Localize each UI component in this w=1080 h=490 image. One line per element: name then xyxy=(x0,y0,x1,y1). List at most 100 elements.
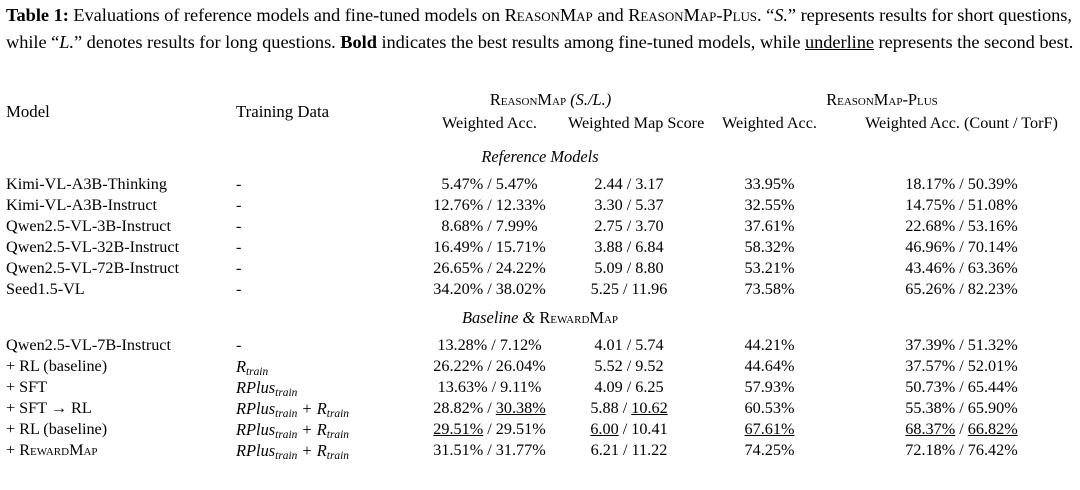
row-plus-count-torf: 37.57% / 52.01% xyxy=(905,357,1018,375)
table-row: Kimi-VL-A3B-Thinking - 5.47% / 5.47% 2.4… xyxy=(6,174,1074,195)
row-map-score: 5.09 / 8.80 xyxy=(594,259,664,277)
table-row: + RewardMap RPlustrain + Rtrain 31.51% /… xyxy=(6,440,1074,462)
row-training-data: RPlustrain + Rtrain xyxy=(236,398,411,420)
caption-label: Table 1: xyxy=(6,5,69,25)
group-header-reasonmap-label: ReasonMap xyxy=(489,89,567,109)
caption-benchmark-reasonmap-plus: ReasonMap-Plus xyxy=(628,5,757,25)
row-map-score: 2.44 / 3.17 xyxy=(594,175,664,193)
training-data-math: RPlustrain + Rtrain xyxy=(236,419,349,441)
row-weighted-acc-long: 30.38% xyxy=(495,399,546,417)
row-weighted-acc: 5.47% / 5.47% xyxy=(441,175,538,193)
row-plus-acc: 44.21% xyxy=(744,336,795,354)
row-training-data: - xyxy=(236,336,242,354)
row-plus-count-torf: 37.39% / 51.32% xyxy=(905,336,1018,354)
caption-symbol-short: S. xyxy=(774,5,788,25)
row-plus-acc: 33.95% xyxy=(744,175,795,193)
group-header-reasonmap-suffix: (S./L.) xyxy=(570,89,612,109)
caption-text-7: represents the second best. xyxy=(874,31,1074,52)
row-map-score: 5.88 / 10.62 xyxy=(568,398,690,419)
row-plus-acc-value: 67.61% xyxy=(744,420,795,438)
row-weighted-acc: 26.22% / 26.04% xyxy=(433,357,546,375)
row-training-data: RPlustrain + Rtrain xyxy=(236,419,411,441)
table-row: + SFT RPlustrain 13.63% / 9.11% 4.09 / 6… xyxy=(6,377,1074,399)
row-weighted-acc: 34.20% / 38.02% xyxy=(433,280,546,298)
row-model-name: + SFT → RL xyxy=(6,399,92,417)
row-plus-acc: 74.25% xyxy=(744,441,795,459)
column-header-plus-count-torf: Weighted Acc. (Count / TorF) xyxy=(865,114,1058,132)
section-title-baseline-word: Baseline xyxy=(461,307,519,327)
row-plus-count-sep: / xyxy=(955,420,968,438)
row-map-score-short: 5.88 / xyxy=(590,399,632,417)
row-training-data: - xyxy=(236,217,242,235)
row-plus-acc: 67.61% xyxy=(690,419,849,440)
table-row: + RL (baseline) Rtrain 26.22% / 26.04% 5… xyxy=(6,356,1074,378)
row-plus-count-torf: 18.17% / 50.39% xyxy=(905,175,1018,193)
table-header-row-1: Model Training Data ReasonMap (S./L.) Re… xyxy=(6,88,1074,122)
row-plus-count-torf: 55.38% / 65.90% xyxy=(905,399,1018,417)
row-model-name: Qwen2.5-VL-72B-Instruct xyxy=(6,259,180,277)
table-row: + SFT → RL RPlustrain + Rtrain 28.82% / … xyxy=(6,398,1074,420)
training-data-math: RPlustrain + Rtrain xyxy=(236,398,349,420)
row-plus-count-torf: 65.26% / 82.23% xyxy=(905,280,1018,298)
caption-text-6: indicates the best results among fine-tu… xyxy=(376,31,805,52)
row-training-data: - xyxy=(236,280,242,298)
column-header-weighted-acc: Weighted Acc. xyxy=(442,114,537,132)
section-title-rewardmap-word: RewardMap xyxy=(539,307,619,327)
row-weighted-acc: 28.82% / 30.38% xyxy=(411,398,568,419)
row-model-prefix: + xyxy=(6,441,20,459)
row-plus-count-torf: 14.75% / 51.08% xyxy=(905,196,1018,214)
row-model-name: Qwen2.5-VL-7B-Instruct xyxy=(6,336,171,354)
row-training-data: - xyxy=(236,238,242,256)
row-weighted-acc: 8.68% / 7.99% xyxy=(441,217,538,235)
row-plus-count-torf: 46.96% / 70.14% xyxy=(905,238,1018,256)
row-weighted-acc: 29.51% / 29.51% xyxy=(411,419,568,440)
row-plus-count-torf: 50.73% / 65.44% xyxy=(905,378,1018,396)
section-title-baseline-rewardmap: Baseline & RewardMap xyxy=(6,300,1074,335)
table-row: Qwen2.5-VL-7B-Instruct - 13.28% / 7.12% … xyxy=(6,335,1074,356)
caption-text-3: . “ xyxy=(757,5,775,25)
row-model-name: Qwen2.5-VL-32B-Instruct xyxy=(6,238,180,256)
section-title-reference-models: Reference Models xyxy=(481,146,599,166)
row-weighted-acc: 26.65% / 24.22% xyxy=(433,259,546,277)
row-weighted-acc: 13.63% / 9.11% xyxy=(437,378,542,396)
column-group-header-reasonmap: ReasonMap (S./L.) xyxy=(411,88,690,111)
row-weighted-acc-long: / 29.51% xyxy=(483,420,546,438)
table-header-row-2: Weighted Acc. Weighted Map Score Weighte… xyxy=(6,111,1074,136)
row-plus-count-torf: 22.68% / 53.16% xyxy=(905,217,1018,235)
row-weighted-acc: 13.28% / 7.12% xyxy=(437,336,542,354)
row-training-data: - xyxy=(236,175,242,193)
section-header-baseline-rewardmap: Baseline & RewardMap xyxy=(6,300,1074,335)
row-model-name: Seed1.5-VL xyxy=(6,280,85,298)
table-caption: Table 1: Evaluations of reference models… xyxy=(6,2,1074,55)
row-model-name: Kimi-VL-A3B-Instruct xyxy=(6,196,158,214)
row-model-name: + SFT xyxy=(6,378,48,396)
caption-text-5: ” denotes results for long questions. xyxy=(74,31,341,52)
row-training-data: RPlustrain + Rtrain xyxy=(236,440,411,462)
row-model-name: + RewardMap xyxy=(6,440,236,461)
row-model-name: Qwen2.5-VL-3B-Instruct xyxy=(6,217,171,235)
row-plus-count-torf: 68.37% / 66.82% xyxy=(849,419,1074,440)
row-map-score: 6.21 / 11.22 xyxy=(590,441,668,459)
section-header-reference-models: Reference Models xyxy=(6,139,1074,174)
table-row: Qwen2.5-VL-3B-Instruct - 8.68% / 7.99% 2… xyxy=(6,216,1074,237)
row-map-score-long: / 10.41 xyxy=(618,420,668,438)
row-plus-acc: 44.64% xyxy=(744,357,795,375)
row-plus-acc: 73.58% xyxy=(744,280,795,298)
row-plus-acc: 37.61% xyxy=(744,217,795,235)
row-plus-torf-value: 66.82% xyxy=(967,420,1018,438)
row-model-rewardmap: RewardMap xyxy=(19,441,98,459)
caption-bold-word: Bold xyxy=(340,31,377,52)
row-map-score: 3.30 / 5.37 xyxy=(594,196,664,214)
row-weighted-acc: 16.49% / 15.71% xyxy=(433,238,546,256)
row-map-score: 3.88 / 6.84 xyxy=(594,238,664,256)
row-plus-acc: 58.32% xyxy=(744,238,795,256)
row-plus-count-torf: 43.46% / 63.36% xyxy=(905,259,1018,277)
row-map-score-short: 6.00 xyxy=(590,420,619,438)
results-table: Model Training Data ReasonMap (S./L.) Re… xyxy=(6,88,1074,462)
row-map-score: 4.01 / 5.74 xyxy=(594,336,664,354)
row-training-data: Rtrain xyxy=(236,356,411,378)
row-weighted-acc-short: 28.82% / xyxy=(433,399,496,417)
table-row: Kimi-VL-A3B-Instruct - 12.76% / 12.33% 3… xyxy=(6,195,1074,216)
caption-text-4: ” represents results for short questions… xyxy=(6,5,1072,52)
row-plus-count-value: 68.37% xyxy=(905,420,956,438)
